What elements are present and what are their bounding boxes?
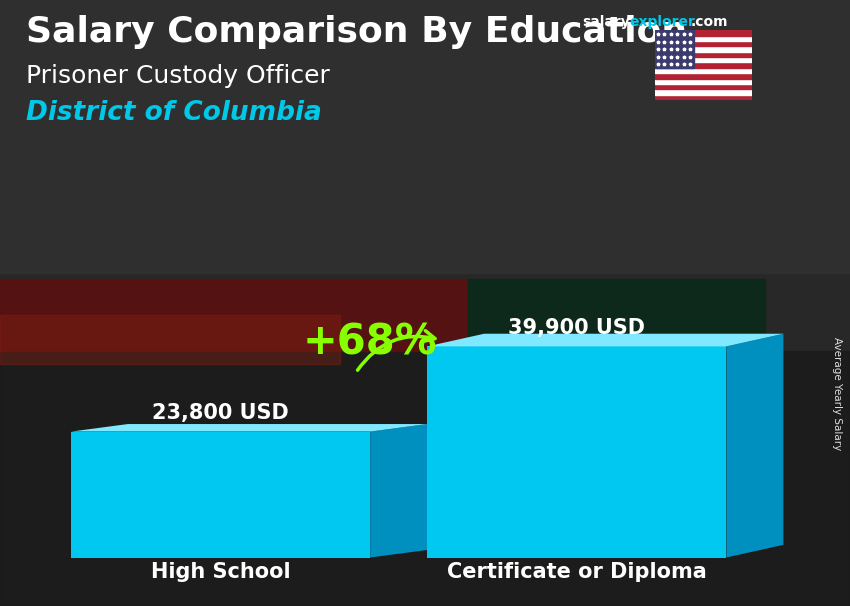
Bar	[654, 89, 752, 95]
Text: salary: salary	[582, 15, 630, 29]
Bar	[654, 36, 752, 41]
Bar	[0, 279, 468, 351]
Bar	[0, 0, 850, 273]
Bar	[654, 30, 694, 68]
Polygon shape	[371, 424, 428, 558]
Bar	[0, 351, 850, 606]
Bar	[654, 84, 752, 89]
Text: Certificate or Diploma: Certificate or Diploma	[447, 562, 706, 582]
Bar	[0, 315, 340, 364]
Polygon shape	[71, 424, 428, 431]
Text: .com: .com	[690, 15, 728, 29]
Bar	[654, 30, 752, 36]
Text: District of Columbia: District of Columbia	[26, 100, 321, 126]
Text: Prisoner Custody Officer: Prisoner Custody Officer	[26, 64, 329, 88]
Bar	[654, 47, 752, 52]
Bar	[654, 68, 752, 73]
Text: explorer: explorer	[629, 15, 695, 29]
Bar	[654, 41, 752, 47]
Bar	[654, 73, 752, 79]
Bar	[71, 431, 371, 558]
Text: 23,800 USD: 23,800 USD	[152, 403, 289, 423]
Polygon shape	[428, 334, 784, 347]
Text: 39,900 USD: 39,900 USD	[508, 318, 645, 338]
Bar	[428, 347, 727, 558]
Polygon shape	[727, 334, 784, 558]
Bar	[468, 279, 765, 351]
Bar	[654, 79, 752, 84]
Text: High School: High School	[150, 562, 291, 582]
Bar	[654, 52, 752, 57]
Text: +68%: +68%	[303, 322, 438, 364]
Bar	[654, 95, 752, 100]
Bar	[654, 57, 752, 62]
Text: Salary Comparison By Education: Salary Comparison By Education	[26, 15, 687, 49]
Text: Average Yearly Salary: Average Yearly Salary	[832, 338, 842, 450]
Bar	[654, 62, 752, 68]
